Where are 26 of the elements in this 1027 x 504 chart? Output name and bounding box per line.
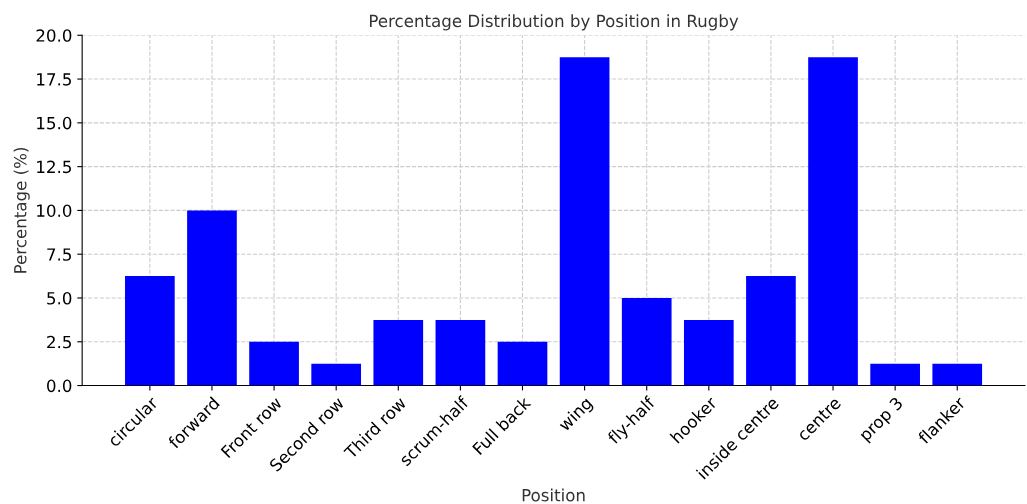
- bar: [311, 363, 362, 386]
- y-tick-label: 20.0: [36, 29, 72, 42]
- bar: [808, 57, 858, 386]
- y-tick-label: 15.0: [37, 116, 72, 130]
- bar: [497, 341, 548, 386]
- y-tick-label: 2.5: [47, 335, 71, 349]
- bar: [746, 276, 796, 386]
- bar: [683, 319, 734, 386]
- bar: [621, 297, 672, 386]
- y-tick-label: 7.5: [47, 248, 71, 261]
- y-tick-label: 0.0: [47, 379, 72, 393]
- bar: [435, 319, 486, 386]
- bar: [932, 363, 983, 386]
- bar: [249, 341, 299, 386]
- y-tick-label: 10.0: [37, 204, 72, 217]
- bar: [870, 363, 920, 386]
- bar: [125, 276, 175, 386]
- y-axis-title: Percentage (%): [13, 147, 30, 273]
- bar: [373, 319, 424, 386]
- y-tick-label: 12.5: [37, 160, 71, 174]
- bar: [187, 210, 237, 386]
- y-tick-label: 5.0: [47, 291, 72, 305]
- y-tick-label: 17.5: [37, 73, 71, 86]
- x-axis-title: Position: [522, 488, 585, 502]
- bar: [559, 57, 610, 386]
- chart-title: Percentage Distribution by Position in Rugby: [369, 14, 739, 31]
